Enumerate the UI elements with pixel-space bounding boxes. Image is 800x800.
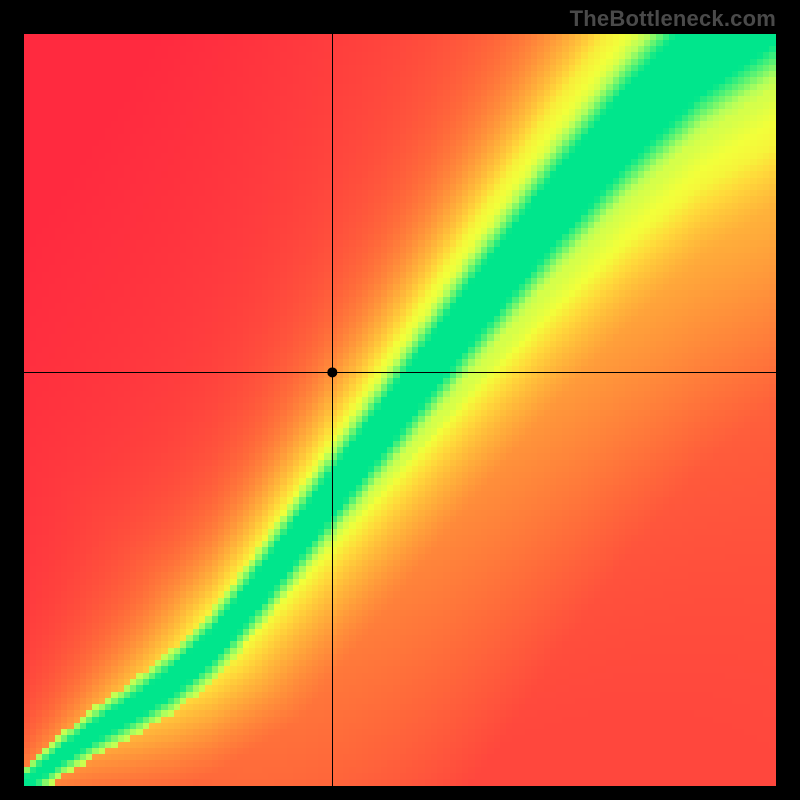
watermark-text: TheBottleneck.com [570, 6, 776, 32]
chart-frame: TheBottleneck.com [0, 0, 800, 800]
bottleneck-heatmap [24, 34, 776, 786]
